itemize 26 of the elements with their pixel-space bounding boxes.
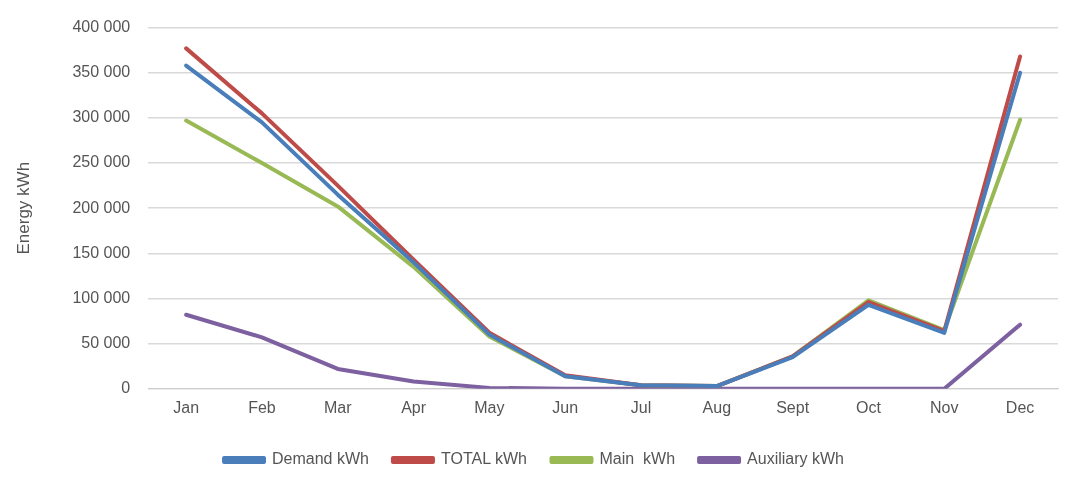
legend-label: Main kWh (599, 450, 676, 468)
y-tick-label: 150 000 (72, 243, 131, 261)
y-tick-label: 250 000 (72, 153, 131, 171)
x-tick-label: Sept (776, 398, 810, 416)
y-tick-label: 300 000 (72, 108, 131, 126)
x-tick-label: Apr (401, 398, 427, 416)
x-tick-label: Jun (552, 398, 579, 416)
y-tick-label: 200 000 (72, 198, 131, 216)
y-tick-label: 400 000 (72, 18, 131, 36)
legend-label: TOTAL kWh (440, 450, 527, 468)
x-tick-label: Feb (248, 398, 276, 416)
legend-label: Demand kWh (272, 450, 369, 468)
x-tick-label: Jul (630, 398, 652, 416)
legend-label: Auxiliary kWh (747, 450, 844, 468)
x-tick-label: Jan (173, 398, 200, 416)
y-tick-label: 350 000 (72, 63, 131, 81)
y-tick-label: 100 000 (72, 288, 131, 306)
x-tick-label: Oct (856, 398, 882, 416)
x-tick-label: Nov (930, 398, 959, 416)
y-tick-label: 50 000 (81, 334, 131, 352)
x-tick-label: Mar (323, 398, 353, 416)
y-tick-label: 0 (121, 379, 131, 397)
x-tick-label: Dec (1005, 398, 1035, 416)
x-tick-label: May (474, 398, 505, 416)
x-tick-label: Aug (702, 398, 732, 416)
y-axis-title: Energy kWh (13, 161, 33, 255)
